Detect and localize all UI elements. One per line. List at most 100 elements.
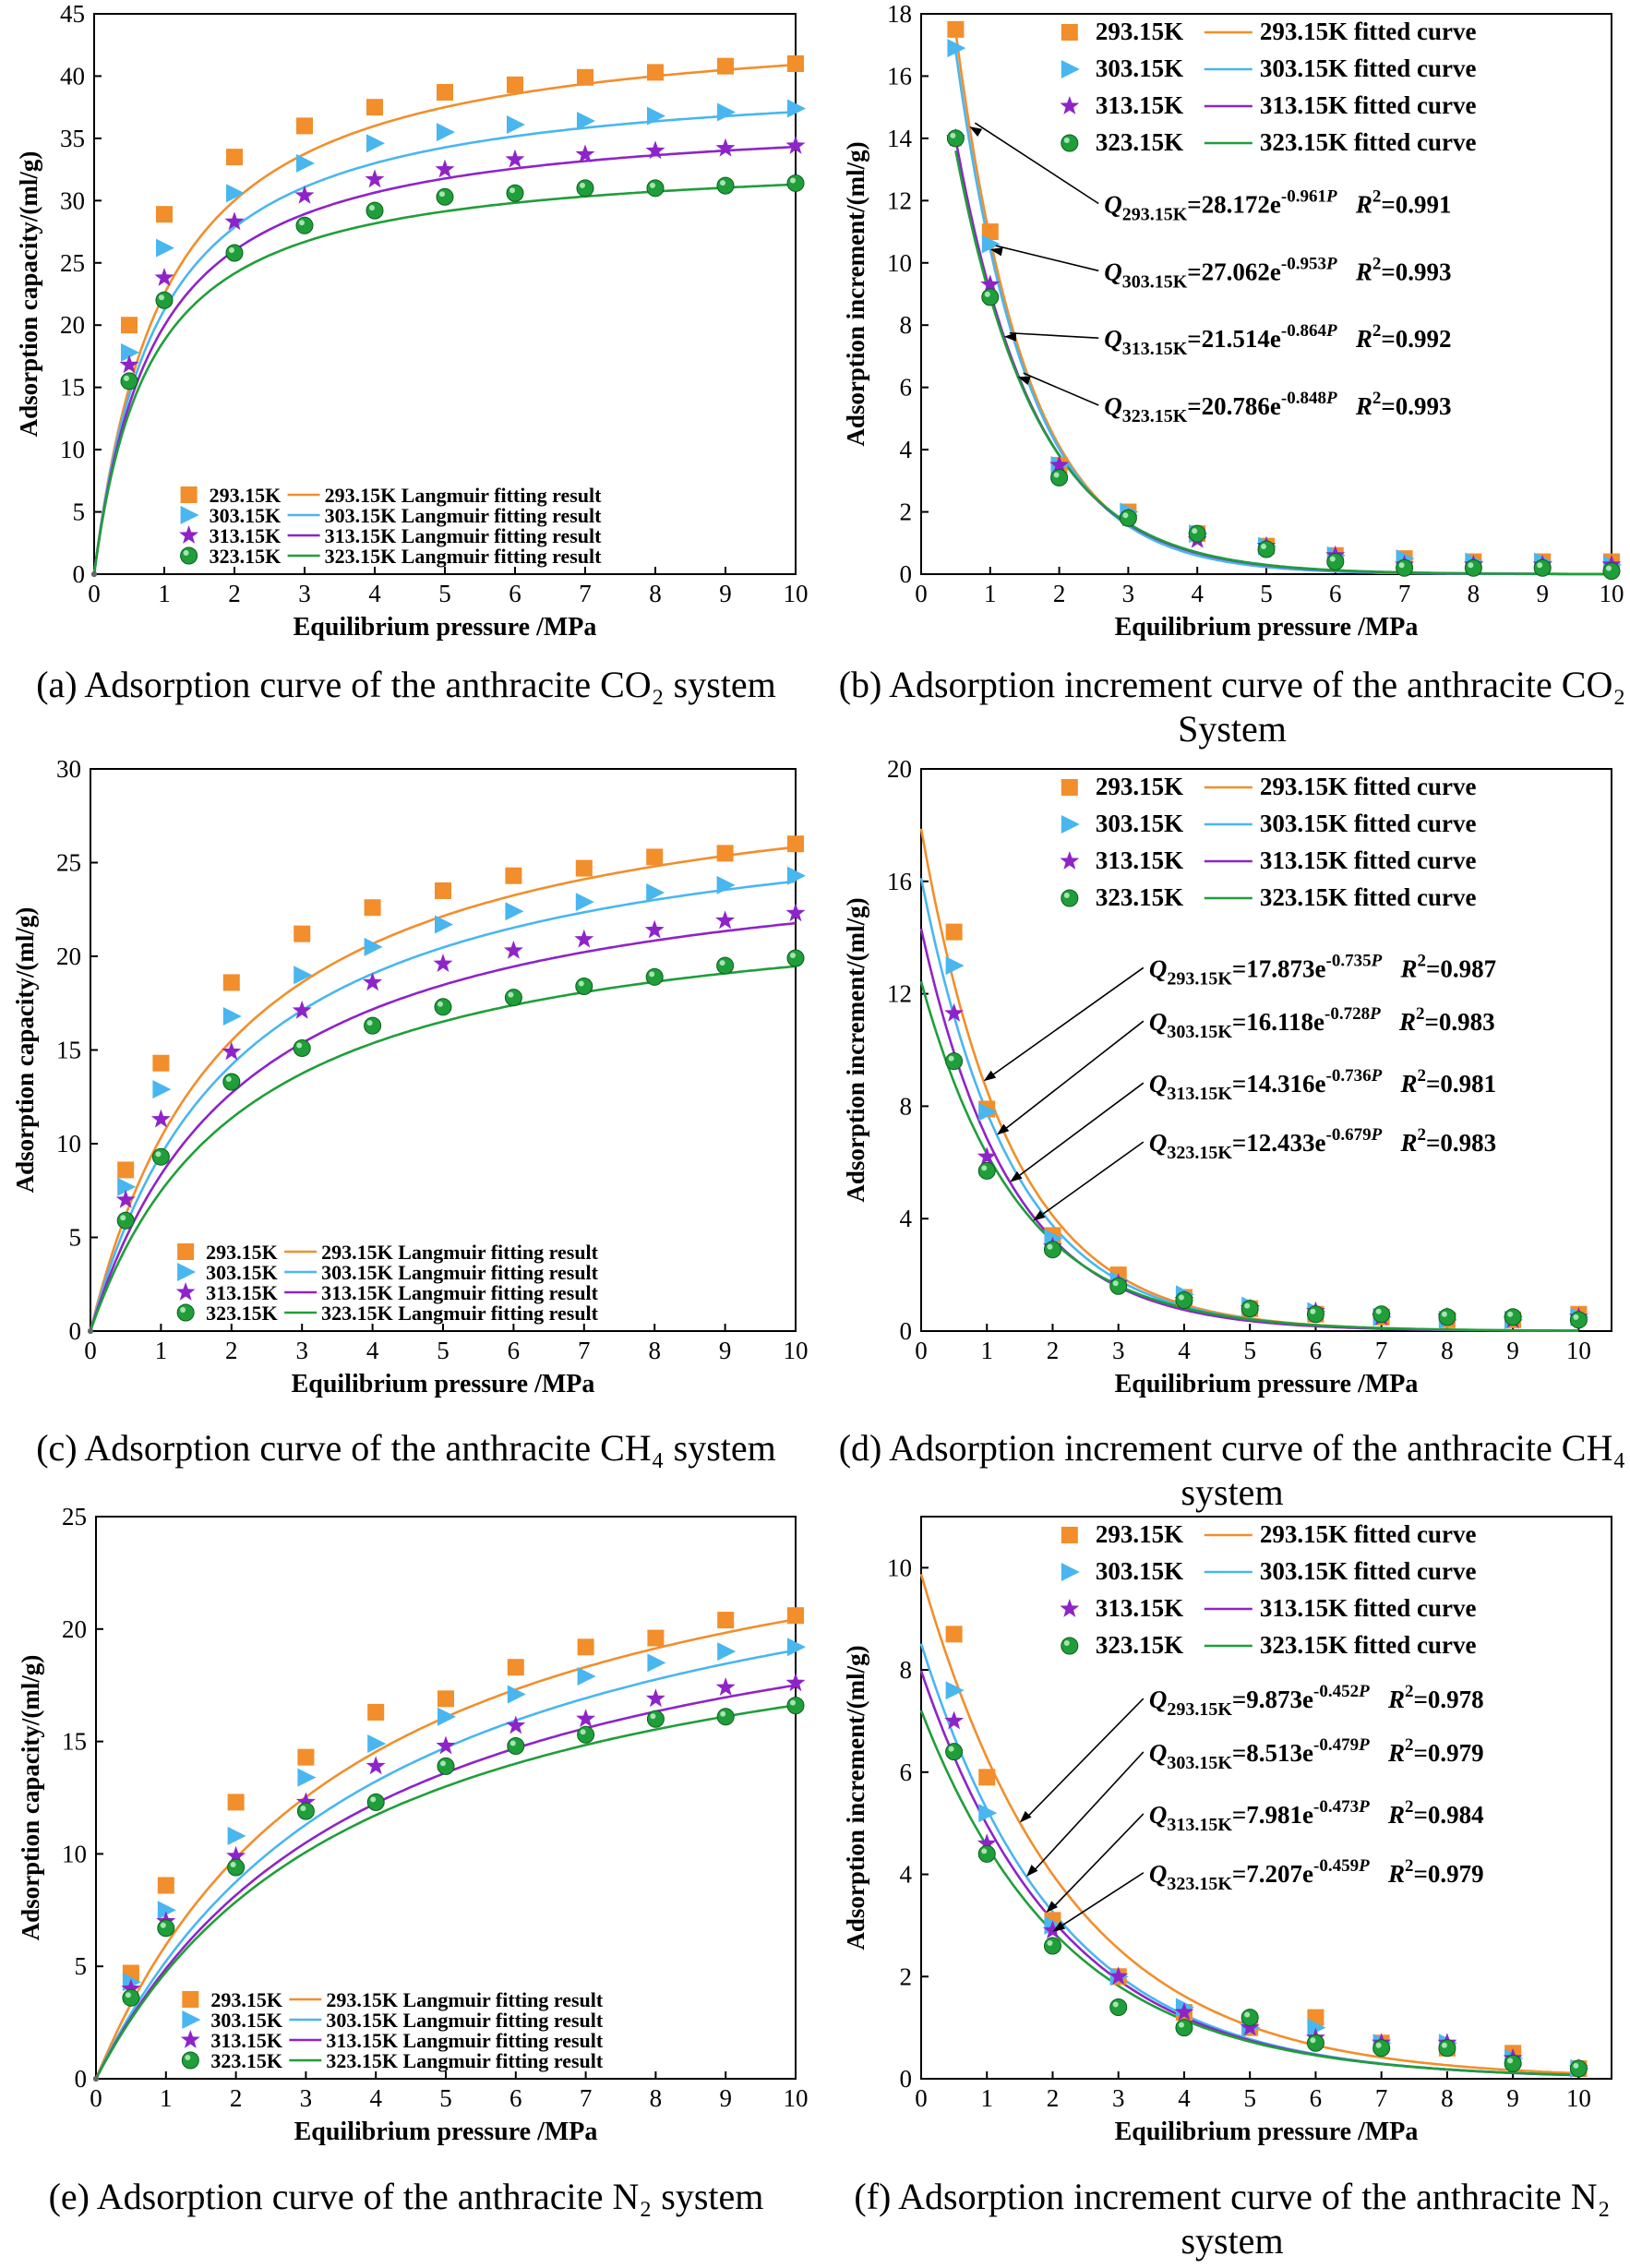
- legend-marker: [1061, 24, 1078, 41]
- data-point-highlight: [1537, 562, 1543, 569]
- legend-entry-323.15K: 323.15K 323.15K fitted curve: [1061, 128, 1477, 156]
- x-tick-label: 2: [1047, 2084, 1060, 2112]
- x-tick-label: 4: [1178, 1337, 1191, 1364]
- x-tick-label: 2: [1053, 580, 1066, 607]
- x-tick-label: 3: [295, 1337, 308, 1364]
- x-tick-label: 0: [915, 580, 928, 607]
- data-point-highlight: [650, 182, 655, 188]
- data-point-highlight: [790, 177, 796, 184]
- data-point: [944, 1710, 965, 1730]
- data-point: [297, 1768, 317, 1787]
- data-point: [292, 1000, 312, 1019]
- data-point: [1175, 2019, 1193, 2037]
- x-tick-label: 3: [1112, 2084, 1125, 2112]
- y-axis-label: Adsorption increment/(ml/g): [842, 141, 869, 446]
- data-point: [115, 1189, 136, 1208]
- x-tick-label: 7: [1375, 1337, 1388, 1364]
- legend-marker: [1061, 1527, 1078, 1543]
- x-tick-label: 8: [649, 580, 662, 607]
- equation-arrow: [1001, 1020, 1145, 1133]
- equation-arrow: [1058, 1872, 1145, 1929]
- data-point: [645, 140, 665, 160]
- data-point-highlight: [1112, 2001, 1119, 2008]
- data-point: [1504, 2054, 1522, 2072]
- x-tick-label: 8: [1468, 580, 1480, 607]
- y-tick-label: 30: [56, 755, 81, 783]
- data-point-highlight: [720, 1710, 726, 1717]
- data-point-highlight: [439, 191, 445, 198]
- x-tick-label: 8: [1441, 1337, 1454, 1364]
- data-point-highlight: [1507, 2058, 1514, 2064]
- x-tick-label: 1: [158, 580, 171, 607]
- data-point-highlight: [1244, 2011, 1251, 2018]
- data-point: [715, 138, 736, 157]
- equation-arrow: [1023, 372, 1099, 406]
- data-point: [786, 949, 805, 967]
- data-point: [1175, 1291, 1193, 1310]
- data-point: [1569, 2059, 1588, 2078]
- y-tick-label: 0: [75, 2065, 88, 2093]
- data-point-highlight: [120, 1215, 126, 1221]
- data-point: [787, 1607, 804, 1625]
- caption-f: (f) Adsorption increment curve of the an…: [854, 2176, 1611, 2262]
- legend-label: 303.15K: [1096, 54, 1183, 82]
- caption-b: (b) Adsorption increment curve of the an…: [838, 664, 1626, 750]
- legend-marker: [1060, 851, 1080, 870]
- data-point: [227, 1858, 246, 1877]
- x-tick-label: 7: [579, 580, 592, 607]
- data-point: [980, 274, 1001, 294]
- x-tick-label: 6: [1329, 580, 1342, 607]
- data-point: [366, 201, 384, 220]
- legend-entry-323.15K: 323.15K 323.15K Langmuir fitting result: [180, 545, 602, 568]
- series-303.15K: [88, 866, 806, 1334]
- y-tick-label: 0: [900, 1317, 913, 1345]
- data-point: [117, 1161, 135, 1179]
- series-293.15K: [88, 835, 804, 1334]
- x-tick-label: 2: [228, 580, 241, 607]
- x-tick-label: 5: [1243, 1337, 1256, 1364]
- data-point: [575, 144, 595, 163]
- legend-marker: [1061, 815, 1080, 834]
- arrow-head: [1019, 1810, 1032, 1823]
- x-tick-label: 10: [784, 580, 809, 607]
- data-point: [1043, 1920, 1062, 1939]
- fit-curve-323.15K: [92, 183, 797, 575]
- y-tick-label: 35: [60, 125, 85, 152]
- data-point-highlight: [296, 1042, 303, 1049]
- data-point: [787, 1638, 806, 1657]
- data-point: [227, 1794, 245, 1811]
- data-point: [226, 1845, 246, 1865]
- data-point: [647, 64, 664, 81]
- data-point-highlight: [440, 1760, 446, 1767]
- legend-fit-label: 323.15K Langmuir fitting result: [321, 1302, 599, 1325]
- data-point-highlight: [1261, 544, 1266, 550]
- data-point: [647, 1629, 665, 1647]
- data-point: [1438, 1308, 1456, 1326]
- equation-arrow: [1037, 1141, 1145, 1218]
- equation-313.15K: Q313.15K=14.316e-0.736P R2=0.981: [1149, 1066, 1496, 1104]
- x-axis-label: Equilibrium pressure /MPa: [294, 613, 597, 642]
- data-point-highlight: [230, 1862, 236, 1868]
- data-point: [1533, 558, 1552, 577]
- legend-marker-highlight: [1063, 138, 1070, 143]
- x-tick-label: 5: [439, 2084, 452, 2112]
- legend-fit-label: 313.15K Langmuir fitting result: [321, 1281, 599, 1304]
- fit-curve-323.15K: [919, 1710, 1579, 2077]
- data-point: [117, 1177, 137, 1196]
- caption-e: (e) Adsorption curve of the anthracite N…: [48, 2176, 764, 2217]
- caption-a: (a) Adsorption curve of the anthracite C…: [36, 664, 776, 705]
- data-point: [156, 206, 173, 223]
- y-tick-label: 15: [62, 1728, 87, 1756]
- legend-fit-label: 293.15K Langmuir fitting result: [325, 484, 603, 507]
- x-tick-label: 9: [719, 580, 732, 607]
- data-point-highlight: [981, 1848, 988, 1854]
- fit-curve-303.15K: [89, 880, 797, 1332]
- equation-arrow: [989, 966, 1145, 1078]
- legend-entry-313.15K: 313.15K 313.15K Langmuir fitting result: [179, 524, 602, 547]
- arrow-head: [1033, 1210, 1046, 1221]
- fit-curve-323.15K: [94, 1704, 797, 2080]
- data-point-highlight: [1122, 512, 1129, 519]
- legend-fit-label: 293.15K fitted curve: [1260, 18, 1477, 45]
- legend-marker: [1061, 60, 1080, 78]
- data-point: [787, 99, 806, 118]
